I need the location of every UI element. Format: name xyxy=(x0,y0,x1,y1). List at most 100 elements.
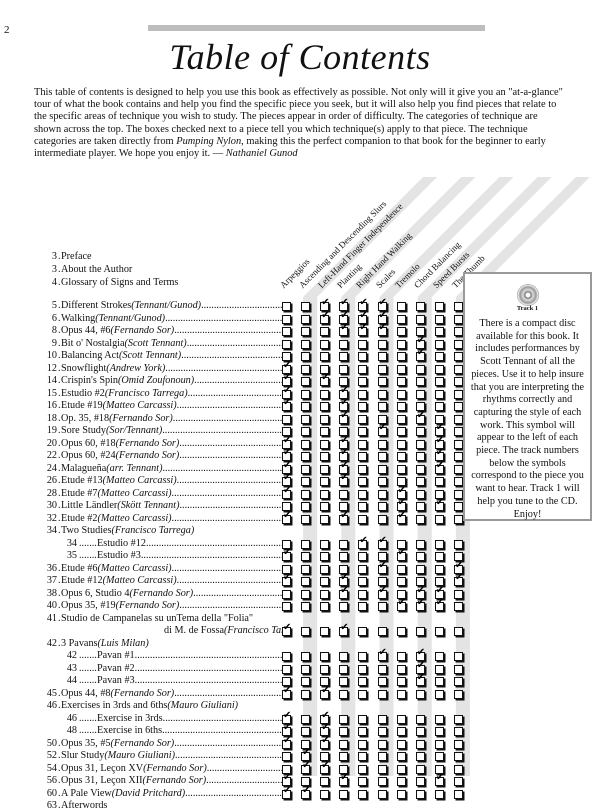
unchecked-box xyxy=(377,714,387,724)
entry-title: Opus 31, Leçon XV (Fernando Sor)........… xyxy=(61,763,282,775)
unchecked-box xyxy=(301,377,311,386)
unchecked-box xyxy=(396,777,406,786)
unchecked-box xyxy=(320,389,330,399)
unchecked-box xyxy=(320,627,330,636)
unchecked-box xyxy=(358,389,368,399)
checked-box xyxy=(377,535,387,549)
page-number-ref: 24 xyxy=(46,462,57,474)
dot-leader: ........................................… xyxy=(58,263,61,275)
unchecked-box xyxy=(377,752,387,761)
unchecked-box xyxy=(282,752,291,761)
dot-leader: ........................................… xyxy=(58,387,61,399)
unchecked-box xyxy=(434,714,444,724)
title-text: About the Author xyxy=(61,263,133,275)
toc-entry: 40......................................… xyxy=(0,597,600,612)
dot-leader: ........................................… xyxy=(171,487,282,499)
page-number-ref: 46 xyxy=(46,700,57,711)
unchecked-box xyxy=(415,489,425,499)
dot-leader: ........................................… xyxy=(174,737,282,749)
unchecked-box xyxy=(339,677,349,686)
author-text: (Fernando Sor) xyxy=(115,450,180,461)
toc-entry: 54......................................… xyxy=(0,760,600,775)
checked-box xyxy=(282,735,291,749)
unchecked-box xyxy=(301,602,311,611)
unchecked-box xyxy=(301,689,311,699)
unchecked-box xyxy=(320,664,330,674)
checked-box xyxy=(434,772,444,786)
unchecked-box xyxy=(434,314,444,324)
dot-leader: ........................................… xyxy=(58,787,61,799)
toc-entry: 26......................................… xyxy=(0,472,600,487)
toc-entry: 16......................................… xyxy=(0,397,600,412)
title-text: Little Ländler xyxy=(61,500,118,511)
unchecked-box xyxy=(339,752,349,761)
unchecked-box xyxy=(301,452,311,461)
toc-entry: 38......................................… xyxy=(0,585,600,600)
page-number-ref: 44 xyxy=(66,675,77,686)
title-text: Opus 31, Leçon XII xyxy=(61,775,143,786)
unchecked-box xyxy=(358,427,368,436)
dot-leader: ........................................… xyxy=(179,500,282,511)
dot-leader: ........................................… xyxy=(179,437,282,449)
unchecked-box xyxy=(377,664,387,674)
unchecked-box xyxy=(415,377,425,386)
unchecked-box xyxy=(453,727,463,736)
author-text: (Fernando Sor) xyxy=(110,325,175,336)
dot-leader: ........................................… xyxy=(162,462,283,474)
unchecked-box xyxy=(415,439,425,449)
unchecked-box xyxy=(377,377,387,386)
checked-box xyxy=(434,460,444,474)
toc-entry: 42......................................… xyxy=(0,647,600,662)
toc-entry: 37......................................… xyxy=(0,572,600,587)
checked-box xyxy=(282,785,291,799)
author-text: (arr. Tennant) xyxy=(106,462,163,474)
dot-leader: ........................................… xyxy=(165,362,282,374)
unchecked-box xyxy=(320,552,330,561)
dot-leader: ........................................… xyxy=(58,525,61,536)
checked-box xyxy=(415,347,425,361)
unchecked-box xyxy=(320,477,330,486)
toc-entry: 42......................................… xyxy=(0,638,600,650)
page-number-ref: 56 xyxy=(46,775,57,786)
toc-entry: 43......................................… xyxy=(0,660,600,675)
dot-leader: ........................................… xyxy=(162,712,282,724)
unchecked-box xyxy=(377,514,387,524)
unchecked-box xyxy=(453,714,463,724)
entry-title: Etude #12 (Matteo Carcassi).............… xyxy=(61,575,282,587)
entry-title: Opus 60, #24 (Fernando Sor).............… xyxy=(61,450,282,462)
unchecked-box xyxy=(320,502,330,511)
unchecked-box xyxy=(358,739,368,749)
page-number-ref: 32 xyxy=(46,512,57,524)
dot-leader: ........................................… xyxy=(206,762,282,774)
dot-leader: ........................................… xyxy=(58,637,61,649)
unchecked-box xyxy=(396,414,406,424)
page-number-ref: 28 xyxy=(46,487,57,499)
dot-leader: ........................................… xyxy=(79,725,97,736)
unchecked-box xyxy=(377,352,387,361)
author-text: (Skött Tennant) xyxy=(117,500,180,511)
unchecked-box xyxy=(377,339,387,349)
checked-box xyxy=(358,535,368,549)
checked-box xyxy=(320,685,330,699)
toc-entry: 36......................................… xyxy=(0,560,600,575)
unchecked-box xyxy=(434,664,444,674)
unchecked-box xyxy=(415,727,425,736)
unchecked-box xyxy=(415,477,425,486)
unchecked-box xyxy=(415,364,425,374)
cd-info-box: Track 1 There is a compact disc availabl… xyxy=(463,272,592,521)
unchecked-box xyxy=(320,327,330,336)
title-text: Exercises in 3rds and 6ths xyxy=(61,700,168,711)
checked-box xyxy=(377,322,387,336)
unchecked-box xyxy=(320,352,330,361)
title-text: Afterwords xyxy=(61,800,108,811)
unchecked-box xyxy=(453,427,463,436)
unchecked-box xyxy=(301,302,311,311)
unchecked-box xyxy=(301,652,311,661)
unchecked-box xyxy=(320,514,330,524)
unchecked-box xyxy=(434,689,444,699)
unchecked-box xyxy=(301,677,311,686)
unchecked-box xyxy=(453,302,463,311)
unchecked-box xyxy=(377,764,387,774)
toc-entry: 30......................................… xyxy=(0,497,600,512)
entry-title: Opus 6, Studio 4 (Fernando Sor).........… xyxy=(61,588,282,600)
